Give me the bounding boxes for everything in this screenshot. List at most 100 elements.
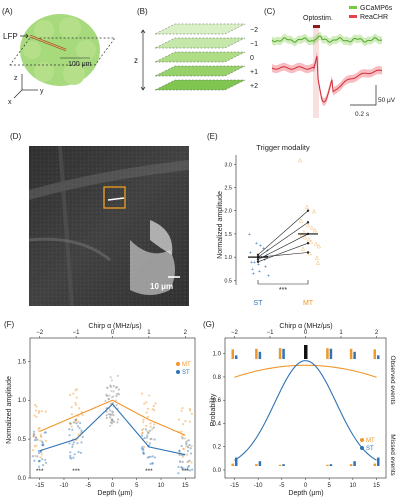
time-scale-label: 0.2 s bbox=[355, 111, 370, 118]
f-st-point bbox=[72, 441, 76, 444]
f-st-point bbox=[178, 450, 181, 453]
g-legend-mt: MT bbox=[366, 438, 375, 444]
f-mt-point bbox=[152, 404, 155, 408]
g-missed-bar-st bbox=[258, 461, 262, 466]
f-mt-point bbox=[145, 424, 148, 427]
f-toptick-label: 0 bbox=[111, 330, 115, 336]
f-st-point bbox=[37, 460, 41, 463]
f-legend-st-dot bbox=[176, 370, 180, 374]
e-ytick-label: 3.0 bbox=[224, 162, 232, 168]
f-st-point bbox=[109, 413, 112, 416]
f-series-mt bbox=[39, 399, 186, 436]
f-st-point bbox=[69, 456, 72, 459]
f-mt-point bbox=[40, 435, 43, 438]
e-st-point: + bbox=[251, 267, 254, 273]
g-legend-mt-dot bbox=[360, 438, 364, 442]
e-ytick-label: 1.0 bbox=[224, 255, 232, 261]
f-st-point bbox=[37, 449, 40, 453]
f-series-st bbox=[39, 403, 186, 456]
f-st-point bbox=[69, 451, 72, 454]
f-st-point bbox=[141, 434, 144, 437]
f-mt-point bbox=[149, 437, 152, 441]
f-st-point bbox=[112, 384, 115, 388]
f-mt-point bbox=[143, 402, 146, 405]
f-st-point bbox=[150, 437, 153, 440]
f-st-point bbox=[145, 436, 148, 439]
e-st-point: + bbox=[265, 253, 268, 259]
f-st-point bbox=[189, 447, 192, 450]
g-missed-bar-st bbox=[329, 464, 333, 466]
f-st-point bbox=[105, 410, 108, 413]
f-mt-point bbox=[40, 410, 44, 413]
e-paired-dot bbox=[256, 253, 260, 257]
g-missed-bar-mt bbox=[373, 463, 377, 466]
g-right-bottom: Missed events bbox=[389, 434, 396, 476]
f-st-point bbox=[72, 456, 75, 459]
f-mt-point bbox=[31, 449, 35, 452]
e-st-point: + bbox=[252, 271, 255, 277]
e-mt-point: △ bbox=[298, 158, 302, 164]
f-mt-point bbox=[75, 417, 78, 420]
e-st-point: + bbox=[263, 257, 266, 263]
f-mt-point bbox=[146, 430, 149, 433]
f-mt-point bbox=[109, 424, 112, 428]
f-mt-point bbox=[74, 403, 78, 406]
f-st-point bbox=[106, 394, 109, 398]
roi-box bbox=[103, 186, 126, 209]
f-st-point bbox=[151, 462, 154, 465]
f-mt-point bbox=[190, 444, 193, 448]
f-mt-point bbox=[111, 412, 114, 415]
f-mt-point bbox=[70, 413, 74, 416]
e-mt-point: △ bbox=[302, 230, 306, 236]
g-xtick-label: -10 bbox=[254, 483, 263, 489]
g-ytick-label: 1.0 bbox=[213, 352, 222, 358]
f-mt-point bbox=[37, 427, 40, 430]
f-st-point bbox=[69, 454, 72, 457]
f-st-point bbox=[141, 445, 144, 449]
g-ytick-label: 0.0 bbox=[213, 468, 222, 474]
panel-label-a: (A) bbox=[2, 7, 13, 16]
f-st-point bbox=[81, 435, 84, 439]
f-mt-point bbox=[74, 421, 77, 424]
e-mt-point: △ bbox=[309, 239, 313, 245]
f-st-point bbox=[149, 462, 152, 465]
f-st-point bbox=[185, 441, 188, 444]
e-st-point: + bbox=[260, 255, 263, 261]
e-paired-dot bbox=[306, 242, 310, 245]
f-st-point bbox=[112, 414, 115, 417]
f-st-point bbox=[187, 439, 190, 442]
f-legend-mt-dot bbox=[176, 362, 180, 366]
f-st-point bbox=[146, 456, 149, 459]
gcamp-trace-band bbox=[272, 32, 382, 47]
e-st-point: + bbox=[257, 262, 260, 268]
g-right-top: Observed events bbox=[389, 355, 396, 405]
f-ytick-label: 0.5 bbox=[18, 437, 27, 443]
f-mt-point bbox=[188, 409, 192, 412]
f-st-point bbox=[149, 455, 152, 458]
f-mt-point bbox=[37, 411, 40, 415]
stim-marker bbox=[313, 25, 320, 28]
g-ylabel: Probability bbox=[210, 393, 217, 426]
z-plane bbox=[154, 51, 246, 63]
e-st-point: + bbox=[266, 248, 269, 254]
e-cat-st: ST bbox=[254, 300, 264, 307]
b-z-label: z bbox=[134, 56, 138, 65]
f-st-point bbox=[188, 443, 191, 447]
f-legend-st: ST bbox=[182, 370, 190, 376]
f-mt-point bbox=[40, 453, 44, 456]
f-st-point bbox=[70, 457, 73, 460]
g-series-st bbox=[234, 360, 377, 461]
f-st-point bbox=[117, 388, 121, 391]
f-frame bbox=[29, 337, 196, 479]
chart-g: -15 -10 -5 0 5 10 15 −2 −1 0 1 2 0.0 0.2 0.4 0.6 0.8 1.0 bbox=[213, 330, 387, 489]
f-ytick-label: 1.0 bbox=[18, 398, 27, 404]
f-st-point bbox=[34, 436, 38, 440]
f-mt-point bbox=[190, 412, 193, 415]
f-st-point bbox=[71, 445, 74, 449]
f-mt-point bbox=[117, 393, 121, 396]
f-mt-point bbox=[180, 435, 183, 438]
stim-window bbox=[313, 28, 319, 118]
d-scale-label: 10 μm bbox=[150, 282, 173, 291]
f-st-point bbox=[147, 431, 150, 434]
f-mt-point bbox=[39, 433, 43, 436]
